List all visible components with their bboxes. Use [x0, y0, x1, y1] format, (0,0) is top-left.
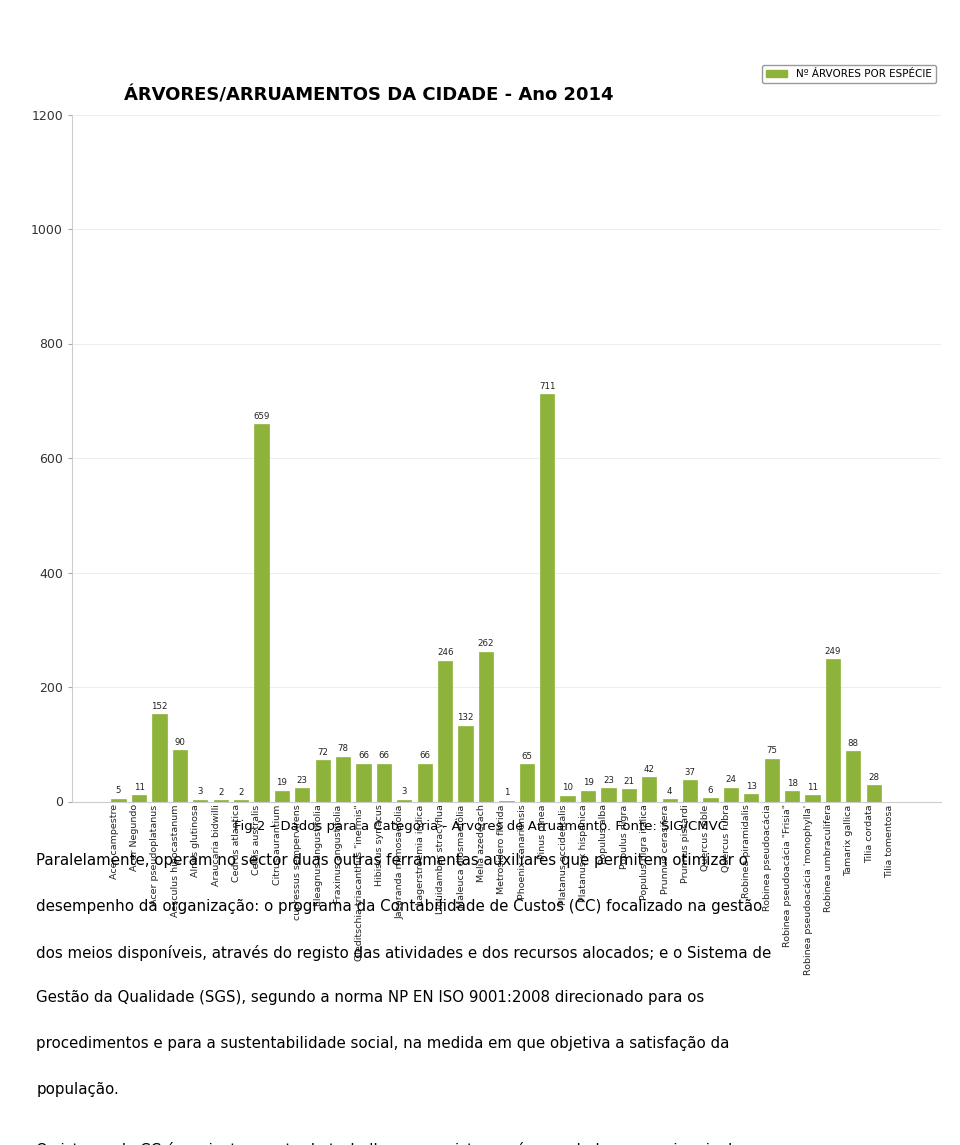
Text: 28: 28 [868, 773, 879, 782]
Text: ÁRVORES/ARRUAMENTOS DA CIDADE - Ano 2014: ÁRVORES/ARRUAMENTOS DA CIDADE - Ano 2014 [124, 87, 613, 104]
Bar [111, 799, 126, 801]
Bar [254, 424, 269, 802]
Bar [785, 791, 800, 802]
Text: 262: 262 [478, 639, 494, 648]
Text: 23: 23 [603, 776, 614, 785]
Bar [438, 661, 452, 802]
Bar [805, 795, 820, 802]
Text: procedimentos e para a sustentabilidade social, na medida em que objetiva a sati: procedimentos e para a sustentabilidade … [36, 1036, 730, 1051]
Text: 42: 42 [644, 765, 655, 774]
Bar [275, 790, 289, 802]
Bar [540, 394, 554, 802]
Bar [662, 799, 677, 801]
Text: 19: 19 [276, 779, 287, 788]
Text: 72: 72 [317, 748, 328, 757]
Text: 65: 65 [521, 752, 532, 761]
Text: desempenho da organização: o programa da Contabilidade de Custos (CC) focalizado: desempenho da organização: o programa da… [36, 899, 763, 914]
Text: 3: 3 [198, 788, 203, 797]
Text: 13: 13 [746, 782, 756, 790]
Text: 249: 249 [825, 647, 841, 655]
Bar [132, 795, 146, 802]
Text: 75: 75 [766, 747, 778, 756]
Text: 88: 88 [848, 739, 859, 748]
Bar [561, 796, 575, 802]
Text: 90: 90 [175, 737, 185, 747]
Bar [744, 795, 758, 802]
Bar [826, 658, 840, 802]
Text: 66: 66 [358, 751, 369, 760]
Text: 11: 11 [133, 783, 145, 792]
Text: 19: 19 [583, 779, 593, 788]
Text: 1: 1 [504, 789, 509, 797]
Text: Paralelamente, operam no sector duas outras ferramentas auxiliares que permitem : Paralelamente, operam no sector duas out… [36, 853, 749, 868]
Text: 66: 66 [378, 751, 390, 760]
Text: 711: 711 [539, 382, 556, 390]
Text: O sistema de CC é um instrumento de trabalho que regista e reúne os dados operac: O sistema de CC é um instrumento de trab… [36, 1142, 742, 1145]
Text: 78: 78 [338, 744, 348, 753]
Text: 5: 5 [116, 787, 121, 795]
Text: 659: 659 [253, 412, 270, 420]
Bar [642, 777, 657, 801]
Text: 2: 2 [218, 788, 224, 797]
Bar [867, 785, 881, 801]
Text: 37: 37 [684, 768, 696, 776]
Text: 132: 132 [457, 713, 474, 722]
Bar [764, 758, 779, 801]
Bar [704, 798, 718, 802]
Text: 11: 11 [807, 783, 818, 792]
Text: 6: 6 [708, 785, 713, 795]
Bar [519, 765, 534, 801]
Text: 4: 4 [667, 787, 672, 796]
Bar [601, 788, 615, 802]
Text: 2: 2 [238, 788, 244, 797]
Text: 3: 3 [401, 788, 407, 797]
Text: 152: 152 [152, 702, 168, 711]
Text: 21: 21 [623, 777, 635, 785]
Text: população.: população. [36, 1082, 119, 1097]
Bar [459, 726, 472, 802]
Bar [377, 764, 391, 801]
Bar [581, 790, 595, 802]
Bar [397, 799, 412, 801]
Bar [479, 652, 493, 802]
Bar [724, 788, 738, 802]
Text: 23: 23 [297, 776, 308, 785]
Text: Fig.2 – Dados para a Categoria - Árvores de Arruamento. Fonte: SIG/CMVC: Fig.2 – Dados para a Categoria - Árvores… [233, 819, 727, 834]
Text: 246: 246 [437, 648, 453, 657]
Text: Gestão da Qualidade (SGS), segundo a norma NP EN ISO 9001:2008 direcionado para : Gestão da Qualidade (SGS), segundo a nor… [36, 990, 705, 1005]
Bar [153, 714, 167, 802]
Bar [295, 788, 309, 802]
Bar [622, 790, 636, 802]
Bar [193, 799, 207, 801]
Bar [336, 757, 350, 802]
Text: 66: 66 [420, 751, 430, 760]
Bar [173, 750, 187, 802]
Text: 10: 10 [563, 783, 573, 792]
Bar [846, 751, 860, 801]
Bar [316, 760, 330, 802]
Text: 18: 18 [786, 779, 798, 788]
Bar [356, 764, 371, 801]
Text: 24: 24 [726, 775, 736, 784]
Legend: Nº ÁRVORES POR ESPÉCIE: Nº ÁRVORES POR ESPÉCIE [762, 65, 936, 84]
Bar [683, 781, 697, 802]
Text: dos meios disponíveis, através do registo das atividades e dos recursos alocados: dos meios disponíveis, através do regist… [36, 945, 772, 961]
Bar [418, 764, 432, 801]
